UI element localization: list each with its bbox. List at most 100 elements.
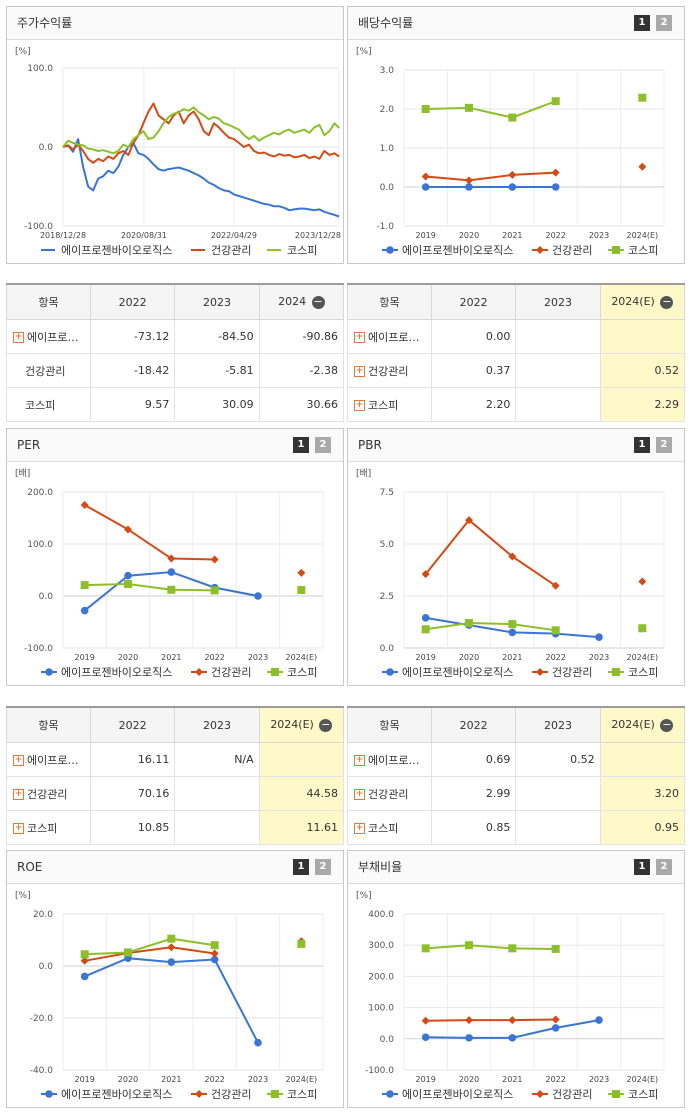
dividend-yield-table: 항목 2022 2023 2024(E) − + 에이프로… 0.00 + 건강관리… bbox=[347, 283, 686, 422]
expand-icon[interactable]: + bbox=[354, 400, 365, 411]
data-point bbox=[80, 972, 89, 981]
panel-roe: ROE 1 2 [%] 20.0 0.0 -20.0 -40.0 2019 2020 2021… bbox=[6, 850, 344, 1108]
x-tick-label: 2021 bbox=[502, 231, 522, 240]
data-point bbox=[45, 1090, 53, 1098]
view-1-button[interactable]: 1 bbox=[634, 15, 650, 31]
table-header-row: 항목 2022 2023 2024(E) − bbox=[6, 706, 345, 743]
data-point bbox=[80, 501, 89, 509]
table-cell: 16.11 bbox=[89, 742, 176, 777]
table-cell bbox=[515, 810, 601, 845]
x-tick-label: 2022 bbox=[545, 1075, 565, 1084]
collapse-icon[interactable]: − bbox=[660, 294, 674, 309]
table-row: + 코스피 2.20 2.29 bbox=[347, 387, 686, 422]
y-tick-label: 0.0 bbox=[380, 1035, 395, 1045]
data-point bbox=[271, 668, 279, 676]
legend: 에이프로젠바이오로직스 건강관리 코스피 bbox=[382, 666, 658, 679]
column-header: 2023 bbox=[174, 283, 260, 320]
y-tick-label: 5.0 bbox=[380, 540, 395, 550]
x-tick-label: 2024(E) bbox=[286, 1075, 318, 1084]
row-label: 코스피 bbox=[368, 398, 399, 412]
table-cell: 0.85 bbox=[430, 810, 517, 845]
column-header: 2022 bbox=[89, 706, 176, 743]
view-1-button[interactable]: 1 bbox=[634, 859, 650, 875]
expand-icon[interactable]: + bbox=[354, 366, 365, 377]
series-line bbox=[424, 518, 557, 587]
data-point bbox=[421, 614, 430, 622]
data-point bbox=[465, 516, 473, 525]
data-point bbox=[167, 585, 176, 594]
series bbox=[421, 162, 647, 185]
expand-icon[interactable]: + bbox=[354, 789, 365, 800]
panel-title: PER bbox=[17, 438, 41, 452]
legend: 에이프로젠바이오로직스 건강관리 코스피 bbox=[41, 1088, 317, 1101]
y-tick-label: -100.0 bbox=[24, 222, 53, 232]
data-point bbox=[612, 668, 620, 676]
data-point bbox=[465, 1016, 473, 1025]
table-cell: -18.42 bbox=[89, 353, 176, 388]
per-table: 항목 2022 2023 2024(E) − + 에이프로… 16.11 N/A … bbox=[6, 706, 345, 845]
expand-icon[interactable]: + bbox=[354, 332, 365, 343]
data-point bbox=[421, 944, 430, 953]
expand-icon[interactable]: + bbox=[13, 755, 24, 766]
legend-label: 건강관리 bbox=[211, 244, 251, 257]
data-point bbox=[210, 955, 219, 964]
collapse-icon[interactable]: − bbox=[660, 717, 674, 732]
y-tick-label: 0.0 bbox=[39, 592, 54, 602]
view-1-button[interactable]: 1 bbox=[293, 437, 309, 453]
table-cell: 0.37 bbox=[430, 353, 517, 388]
series-line bbox=[62, 106, 340, 155]
table-cell: 2.99 bbox=[430, 776, 517, 811]
view-2-button[interactable]: 2 bbox=[315, 437, 331, 453]
collapse-icon[interactable]: − bbox=[311, 294, 325, 309]
expand-icon[interactable]: + bbox=[13, 332, 24, 343]
series-line bbox=[425, 944, 556, 950]
table-cell: -5.81 bbox=[174, 353, 260, 388]
panel-debt-ratio: 부채비율 1 2 [%] 400.0 300.0 200.0 100.0 0.0 -100.… bbox=[347, 850, 685, 1108]
table-cell bbox=[174, 776, 260, 811]
data-point bbox=[210, 586, 219, 595]
y-tick-label: 20.0 bbox=[33, 910, 53, 920]
view-2-button[interactable]: 2 bbox=[315, 859, 331, 875]
view-2-button[interactable]: 2 bbox=[656, 437, 672, 453]
data-point bbox=[210, 555, 219, 564]
panel-title: 배당수익률 bbox=[358, 16, 414, 30]
pbr-chart: [배] 7.5 5.0 2.5 0.0 2019 2020 2021 2022 2023 2024(… bbox=[356, 468, 665, 679]
y-tick-label: 2.5 bbox=[380, 592, 394, 602]
data-point bbox=[508, 113, 517, 122]
dividend-yield-chart: [%] 3.0 2.0 1.0 0.0 -1.0 2019 2020 2021 2022 2023 2… bbox=[356, 47, 665, 257]
y-tick-label: 100.0 bbox=[368, 1004, 394, 1014]
view-1-button[interactable]: 1 bbox=[634, 437, 650, 453]
expand-icon[interactable]: + bbox=[13, 789, 24, 800]
data-point bbox=[638, 162, 647, 171]
data-point bbox=[551, 1024, 560, 1032]
expand-icon[interactable]: + bbox=[354, 823, 365, 834]
data-point bbox=[508, 1016, 517, 1025]
expand-icon[interactable]: + bbox=[354, 755, 365, 766]
table-cell bbox=[515, 387, 601, 422]
expand-icon[interactable]: + bbox=[13, 823, 24, 834]
x-tick-label: 2022 bbox=[204, 1075, 224, 1084]
grid: 20.0 0.0 -20.0 -40.0 bbox=[30, 910, 324, 1076]
data-point bbox=[421, 570, 430, 579]
view-2-button[interactable]: 2 bbox=[656, 15, 672, 31]
per-chart: [배] 200.0 100.0 0.0 -100.0 2019 2020 2021 2022 20… bbox=[15, 468, 324, 679]
table-cell bbox=[515, 353, 601, 388]
x-tick-label: 2024(E) bbox=[627, 1075, 659, 1084]
unit-label: [배] bbox=[15, 468, 30, 479]
data-point bbox=[551, 97, 560, 106]
data-point bbox=[508, 620, 517, 629]
y-tick-label: 200.0 bbox=[27, 488, 53, 498]
x-tick-label: 2023 bbox=[248, 1075, 268, 1084]
column-header: 2023 bbox=[515, 706, 601, 743]
view-1-button[interactable]: 1 bbox=[293, 859, 309, 875]
data-point bbox=[508, 170, 517, 179]
series-line bbox=[425, 100, 557, 119]
data-point bbox=[167, 934, 176, 943]
view-2-button[interactable]: 2 bbox=[656, 859, 672, 875]
legend-label: 에이프로젠바이오로직스 bbox=[402, 244, 513, 257]
x-tick-label: 2023 bbox=[248, 653, 268, 662]
data-point bbox=[508, 183, 517, 191]
collapse-icon[interactable]: − bbox=[319, 717, 333, 732]
x-tick-label: 2020 bbox=[459, 1075, 479, 1084]
column-header: 2024(E) − bbox=[599, 283, 686, 320]
